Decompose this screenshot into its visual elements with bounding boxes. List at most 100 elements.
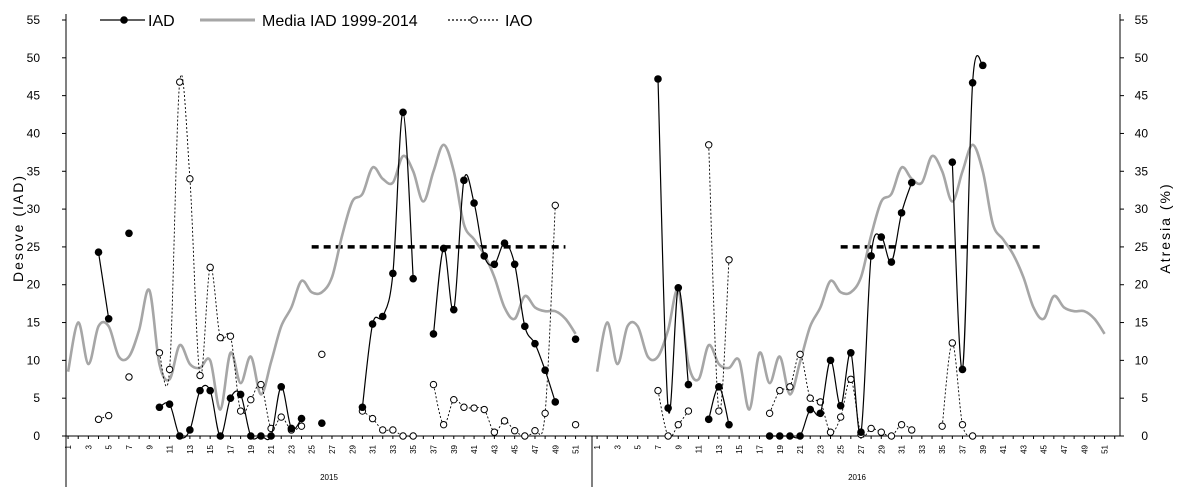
- iao-point: [551, 201, 559, 210]
- x-tick-label: 21: [796, 444, 805, 453]
- x-tick-label: 5: [105, 444, 114, 449]
- x-tick-label: 21: [267, 444, 276, 453]
- x-tick-label: 41: [999, 444, 1008, 453]
- y-tick-label-left: 50: [27, 51, 41, 65]
- iad-point: [796, 432, 804, 440]
- iao-point: [867, 424, 875, 433]
- iad-point: [948, 158, 957, 166]
- iao-point: [196, 371, 204, 380]
- x-tick-label: 47: [1060, 444, 1069, 453]
- iao-point: [776, 386, 784, 395]
- iao-point: [277, 413, 285, 421]
- series-line-iad: [769, 182, 913, 439]
- iao-point: [715, 407, 723, 415]
- iao-point: [94, 415, 103, 424]
- iad-point: [806, 405, 815, 414]
- iao-point: [226, 332, 235, 340]
- iad-point: [460, 176, 468, 185]
- x-tick-label: 23: [287, 444, 296, 453]
- x-tick-label: 49: [1080, 444, 1089, 453]
- y-tick-label-right: 55: [1135, 13, 1149, 27]
- iao-point: [521, 432, 529, 440]
- iad-series: [94, 55, 987, 441]
- iao-point: [297, 422, 306, 430]
- x-tick-label: 43: [1019, 444, 1028, 453]
- iad-point: [104, 314, 113, 323]
- iao-point: [541, 409, 549, 418]
- y-tick-label-left: 25: [27, 240, 41, 254]
- iao-point: [389, 426, 397, 434]
- iao-point: [908, 426, 916, 434]
- iad-point: [196, 386, 204, 395]
- x-tick-label: 3: [613, 444, 622, 449]
- iad-point: [654, 75, 662, 83]
- iao-point: [705, 141, 713, 149]
- series-line-iao: [941, 342, 973, 437]
- series-line-iao: [769, 353, 912, 438]
- iao-point: [654, 386, 662, 395]
- iao-point: [125, 373, 133, 381]
- iad-point: [94, 248, 103, 257]
- iad-point: [378, 312, 387, 321]
- iad-point: [887, 258, 896, 266]
- y-tick-label-right: 25: [1135, 240, 1149, 254]
- iao-point: [571, 420, 580, 429]
- iao-point: [847, 375, 855, 383]
- iao-point: [958, 420, 967, 429]
- iad-point: [958, 365, 967, 374]
- y-tick-label-right: 5: [1141, 391, 1148, 405]
- iad-point: [867, 252, 875, 260]
- iad-point: [409, 274, 417, 283]
- iao-point: [826, 428, 835, 436]
- x-tick-label: 31: [369, 444, 378, 453]
- iao-series: [94, 74, 977, 440]
- y-tick-label-right: 0: [1141, 429, 1148, 443]
- y-tick-label-left: 10: [27, 353, 41, 367]
- iao-point: [206, 263, 214, 272]
- iad-point: [978, 61, 987, 70]
- iad-point: [571, 335, 580, 343]
- iao-point: [379, 426, 387, 434]
- iad-point: [531, 339, 539, 348]
- y-tick-label-left: 15: [27, 316, 41, 330]
- iao-point: [480, 405, 488, 414]
- iao-point: [674, 420, 682, 429]
- iad-point: [786, 432, 794, 440]
- x-tick-label: 17: [226, 444, 235, 453]
- iad-point: [399, 108, 407, 117]
- iad-point: [551, 398, 560, 406]
- iad-point: [429, 330, 438, 338]
- iad-point: [715, 383, 723, 391]
- x-tick-label: 31: [898, 444, 907, 453]
- x-tick-label: 51: [572, 444, 581, 453]
- iao-point: [368, 414, 377, 423]
- iao-point: [186, 175, 194, 183]
- iao-point: [968, 432, 977, 440]
- legend-item-iad: IAD: [100, 13, 175, 30]
- x-tick-label: 45: [1040, 444, 1049, 453]
- y-tick-label-right: 45: [1135, 89, 1149, 103]
- series-line-iad: [159, 384, 302, 441]
- iao-point: [796, 350, 804, 359]
- x-tick-label: 19: [247, 444, 256, 453]
- y-tick-label-right: 10: [1135, 353, 1149, 367]
- x-tick-label: 9: [674, 444, 683, 449]
- x-tick-label: 11: [695, 444, 704, 453]
- x-tick-label: 19: [776, 444, 785, 453]
- x-tick-label: 23: [816, 444, 825, 453]
- y-tick-label-right: 30: [1135, 202, 1149, 216]
- x-tick-label: 47: [531, 444, 540, 453]
- iad-point: [480, 252, 489, 260]
- legend-marker-iad: [120, 16, 128, 24]
- series-line-iao: [708, 144, 730, 414]
- iao-point: [510, 427, 519, 435]
- iao-point: [460, 403, 468, 411]
- iao-point: [500, 417, 509, 425]
- iao-point: [236, 407, 245, 415]
- legend-item-media: Media IAD 1999-2014: [200, 13, 418, 30]
- iao-point: [318, 350, 326, 359]
- x-tick-label: 29: [348, 444, 357, 453]
- iao-point: [257, 380, 265, 389]
- x-tick-label: 39: [979, 444, 988, 453]
